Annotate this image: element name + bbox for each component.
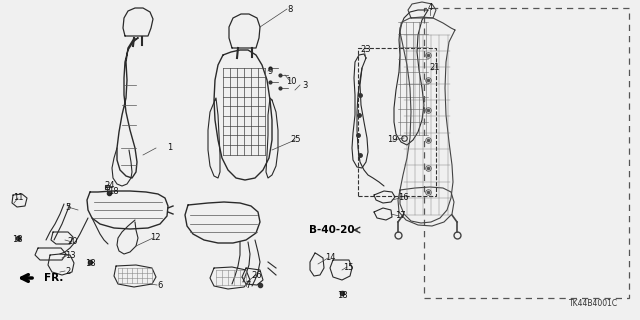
Text: 18: 18: [12, 236, 22, 244]
Text: 16: 16: [397, 194, 408, 203]
Text: 10: 10: [285, 76, 296, 85]
Text: 1: 1: [168, 143, 173, 153]
Text: 18: 18: [84, 260, 95, 268]
Text: TK44B4001C: TK44B4001C: [569, 299, 618, 308]
Text: 18: 18: [108, 188, 118, 196]
Text: 5: 5: [65, 203, 70, 212]
Text: 14: 14: [324, 253, 335, 262]
Text: 2: 2: [65, 267, 70, 276]
Text: 7: 7: [245, 282, 251, 291]
Text: 8: 8: [287, 4, 292, 13]
Bar: [358, 48, 436, 196]
Text: 18: 18: [337, 292, 348, 300]
Text: 20: 20: [68, 237, 78, 246]
Text: 3: 3: [302, 81, 308, 90]
Text: 6: 6: [157, 281, 163, 290]
Text: 21: 21: [429, 63, 440, 73]
Text: 26: 26: [252, 270, 262, 279]
Text: 13: 13: [65, 251, 76, 260]
Text: 24: 24: [105, 181, 115, 190]
Text: 17: 17: [395, 212, 405, 220]
Text: FR.: FR.: [44, 273, 64, 283]
Text: B-40-20: B-40-20: [309, 225, 355, 235]
Text: 11: 11: [13, 194, 23, 203]
Text: 12: 12: [150, 234, 160, 243]
Text: 23: 23: [361, 45, 371, 54]
Text: 25: 25: [291, 135, 301, 145]
Text: 9: 9: [268, 67, 273, 76]
Bar: [424, 8, 629, 298]
Text: 15: 15: [343, 262, 353, 271]
Text: 19: 19: [387, 135, 397, 145]
Text: 4: 4: [428, 4, 433, 12]
